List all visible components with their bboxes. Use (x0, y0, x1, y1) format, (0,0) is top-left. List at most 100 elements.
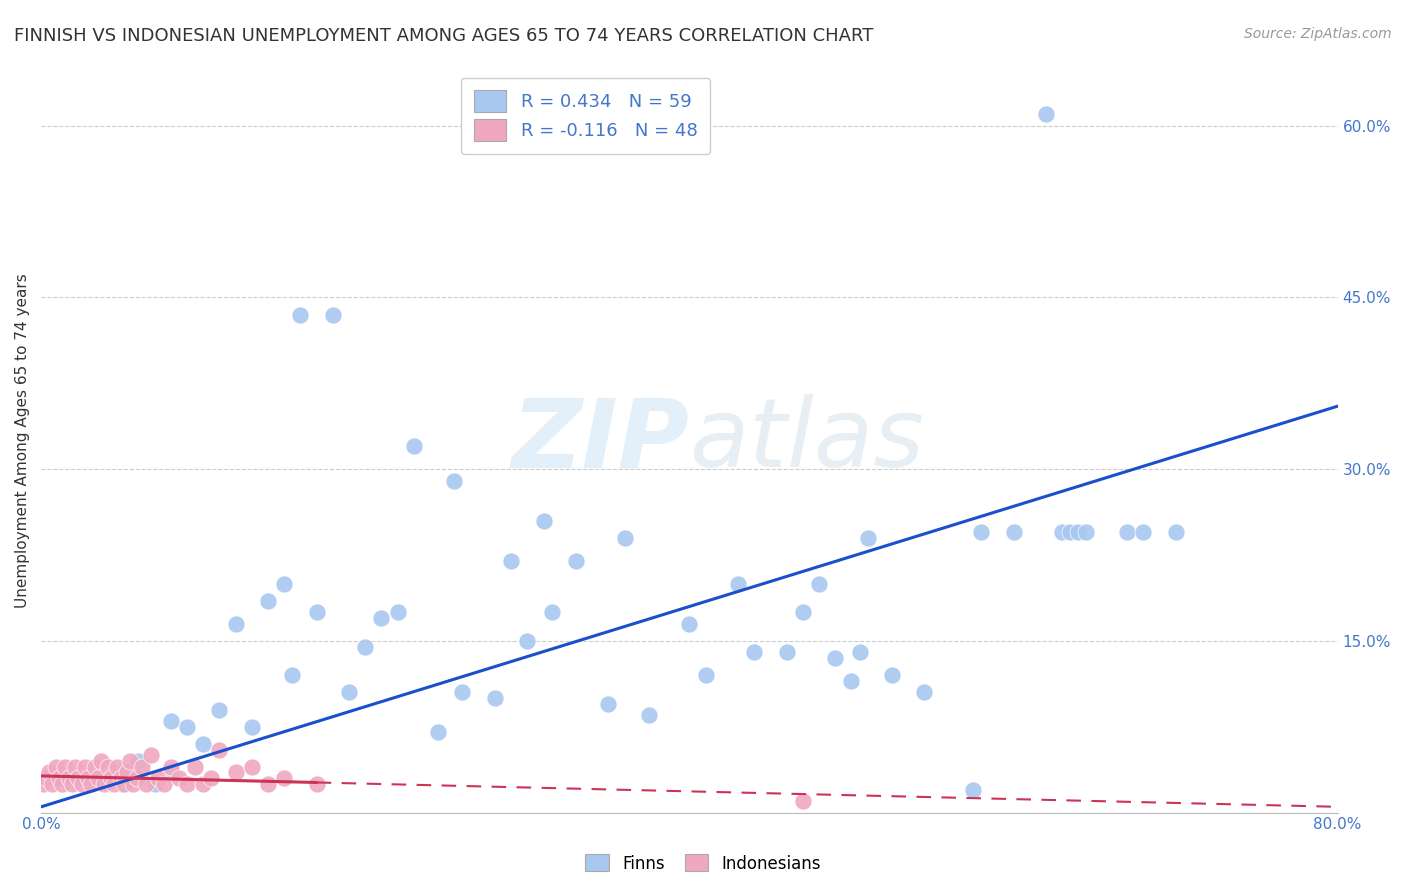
Point (856, 531, 879, 545)
Point (281, 668, 304, 682)
Point (193, 777, 215, 791)
Point (775, 645, 797, 659)
Legend: Finns, Indonesians: Finns, Indonesians (579, 847, 827, 880)
Y-axis label: Unemployment Among Ages 65 to 74 years: Unemployment Among Ages 65 to 74 years (15, 273, 30, 608)
Point (1059, 525, 1081, 540)
Point (67, 771, 90, 785)
Point (387, 605, 409, 619)
Point (131, 760, 153, 774)
Point (1076, 525, 1098, 540)
Point (962, 782, 984, 797)
Point (159, 760, 181, 774)
Point (120, 754, 142, 768)
Point (122, 777, 145, 791)
Point (45, 760, 67, 774)
Point (970, 525, 993, 540)
Point (613, 531, 636, 545)
Point (1116, 525, 1139, 540)
Point (176, 720, 198, 734)
Point (135, 777, 157, 791)
Point (533, 514, 555, 528)
Point (273, 576, 295, 591)
Point (80, 777, 103, 791)
Point (427, 725, 450, 739)
Point (305, 605, 328, 619)
Point (125, 771, 148, 785)
Point (322, 308, 344, 322)
Point (93, 777, 115, 791)
Point (153, 777, 176, 791)
Point (742, 645, 765, 659)
Point (637, 708, 659, 723)
Point (1164, 525, 1187, 540)
Point (240, 720, 263, 734)
Point (848, 645, 870, 659)
Point (273, 771, 295, 785)
Point (38, 765, 60, 780)
Point (110, 771, 132, 785)
Point (880, 668, 903, 682)
Point (60, 777, 83, 791)
Point (41, 777, 63, 791)
Text: ZIP: ZIP (512, 394, 689, 487)
Point (159, 765, 181, 780)
Point (87, 771, 110, 785)
Point (55, 760, 77, 774)
Point (257, 777, 280, 791)
Point (290, 308, 312, 322)
Point (841, 673, 863, 688)
Point (83, 760, 105, 774)
Point (792, 605, 814, 619)
Point (90, 754, 112, 768)
Point (695, 668, 717, 682)
Point (35, 771, 58, 785)
Point (176, 777, 198, 791)
Point (48, 771, 70, 785)
Point (51, 777, 73, 791)
Point (402, 439, 425, 453)
Point (1132, 525, 1154, 540)
Point (225, 765, 247, 780)
Point (100, 771, 122, 785)
Point (70, 777, 93, 791)
Point (146, 771, 169, 785)
Point (143, 777, 166, 791)
Point (451, 685, 474, 699)
Point (727, 576, 749, 591)
Point (501, 554, 523, 568)
Text: Source: ZipAtlas.com: Source: ZipAtlas.com (1244, 27, 1392, 41)
Point (678, 616, 700, 631)
Point (1035, 107, 1057, 121)
Point (58, 771, 80, 785)
Point (824, 651, 846, 665)
Point (1050, 525, 1073, 540)
Point (598, 697, 620, 711)
Point (111, 777, 134, 791)
Point (808, 576, 831, 591)
Point (305, 777, 328, 791)
Point (912, 685, 935, 699)
Point (484, 691, 506, 706)
Point (208, 742, 231, 756)
Point (354, 640, 377, 654)
Point (257, 594, 280, 608)
Point (240, 760, 263, 774)
Point (225, 616, 247, 631)
Point (792, 794, 814, 808)
Point (141, 748, 163, 763)
Point (184, 760, 207, 774)
Point (115, 765, 138, 780)
Point (337, 685, 360, 699)
Point (63, 760, 86, 774)
Point (193, 737, 215, 751)
Point (103, 777, 125, 791)
Point (443, 474, 465, 488)
Point (208, 702, 231, 716)
Point (96, 760, 118, 774)
Text: atlas: atlas (689, 394, 924, 487)
Point (112, 777, 135, 791)
Point (565, 554, 588, 568)
Point (111, 765, 134, 780)
Text: FINNISH VS INDONESIAN UNEMPLOYMENT AMONG AGES 65 TO 74 YEARS CORRELATION CHART: FINNISH VS INDONESIAN UNEMPLOYMENT AMONG… (14, 27, 873, 45)
Point (31, 777, 53, 791)
